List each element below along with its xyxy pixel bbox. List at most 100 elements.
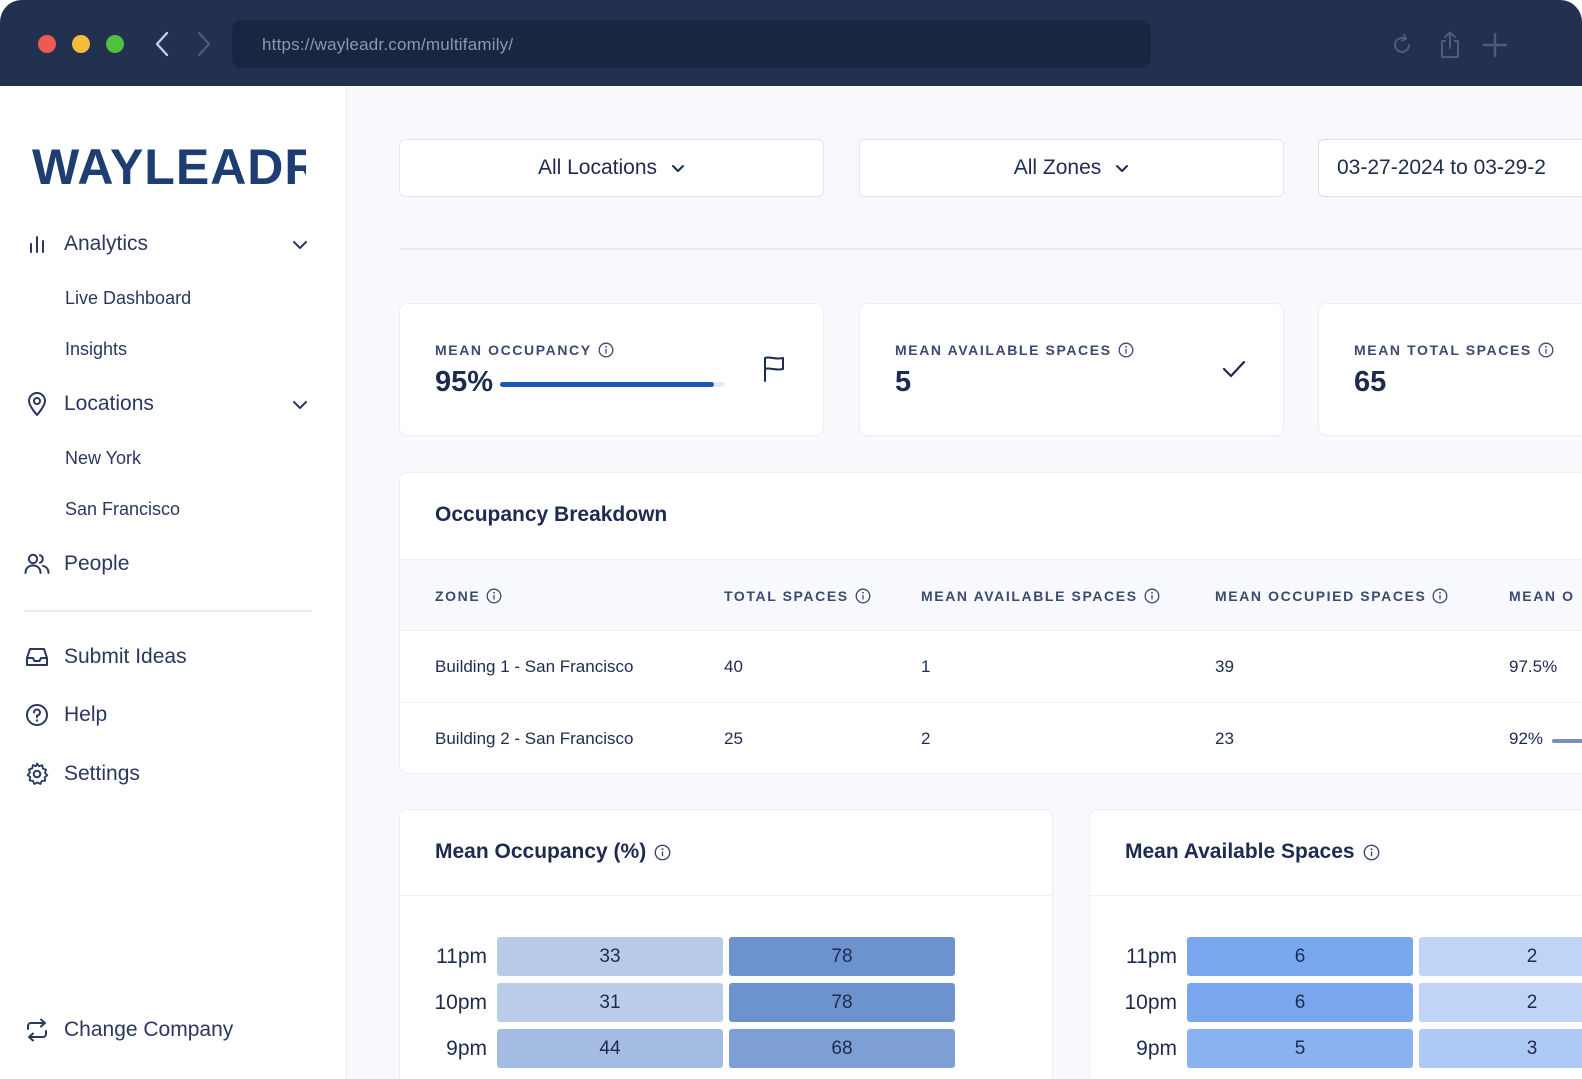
sidebar-item-change-company[interactable]: Change Company <box>24 1015 233 1045</box>
occupancy-progress-fill <box>500 382 714 387</box>
mean-occupancy-card: MEAN OCCUPANCY 95% <box>399 303 824 436</box>
minimize-window-button[interactable] <box>72 35 90 53</box>
mean-occupancy-chart-card: Mean Occupancy (%) 11pm 33 78 10pm 31 78 9pm 44… <box>399 809 1053 1079</box>
mean-available-spaces-chart-card: Mean Available Spaces 11pm 6 2 10pm 6 2 9pm 5 3 <box>1089 809 1582 1079</box>
sidebar-item-new-york[interactable]: New York <box>65 448 142 468</box>
info-icon[interactable] <box>654 844 671 861</box>
available-heatmap-cell[interactable]: 6 <box>1187 937 1413 976</box>
back-icon[interactable] <box>148 28 176 60</box>
column-header-label: TOTAL SPACES <box>724 588 849 604</box>
sidebar-item-label: Locations <box>64 392 154 415</box>
heatmap-row: 10pm 31 78 <box>400 983 1052 1023</box>
sidebar-item-label: Submit Ideas <box>64 645 187 668</box>
info-icon[interactable] <box>486 588 502 604</box>
close-window-button[interactable] <box>38 35 56 53</box>
occupancy-progress-bar <box>500 382 725 387</box>
sidebar-item-label: Settings <box>64 762 140 785</box>
info-icon[interactable] <box>1538 342 1554 358</box>
heatmap-row: 10pm 6 2 <box>1090 983 1582 1023</box>
table-cell-occupancy: 92% <box>1509 729 1544 748</box>
table-row[interactable]: Building 1 - San Francisco 40 1 39 97.5% <box>400 631 1582 703</box>
occupancy-heatmap-cell[interactable]: 31 <box>497 983 723 1022</box>
heatmap-row-label: 11pm <box>436 945 487 968</box>
zone-filter-dropdown[interactable]: All Zones <box>859 139 1284 197</box>
main-content: All Locations All Zones 03-27-2024 to 03… <box>347 86 1582 1079</box>
info-icon[interactable] <box>1144 588 1160 604</box>
info-icon[interactable] <box>598 342 614 358</box>
sidebar-item-analytics[interactable]: Analytics <box>24 229 148 259</box>
sidebar-item-people[interactable]: People <box>24 549 129 579</box>
zone-filter-value: All Zones <box>1013 156 1102 179</box>
share-icon[interactable] <box>1436 30 1464 60</box>
available-heatmap-cell[interactable]: 2 <box>1419 983 1582 1022</box>
table-cell-available: 1 <box>921 657 931 676</box>
column-header-total-spaces[interactable]: TOTAL SPACES <box>724 588 871 604</box>
location-filter-dropdown[interactable]: All Locations <box>399 139 824 197</box>
table-cell-available: 2 <box>921 729 931 748</box>
kpi-value: 65 <box>1354 366 1387 398</box>
kpi-title-text: MEAN AVAILABLE SPACES <box>895 342 1112 358</box>
mean-total-spaces-card: MEAN TOTAL SPACES 65 <box>1318 303 1582 436</box>
chevron-down-icon[interactable] <box>290 395 310 415</box>
filter-divider <box>399 248 1582 250</box>
sidebar-item-submit-ideas[interactable]: Submit Ideas <box>24 642 187 672</box>
sidebar-item-locations[interactable]: Locations <box>24 389 154 419</box>
column-header-mean-occupied[interactable]: MEAN OCCUPIED SPACES <box>1215 588 1448 604</box>
switch-icon <box>24 1017 50 1043</box>
card-title-text: Mean Occupancy (%) <box>435 840 647 863</box>
info-icon[interactable] <box>1432 588 1448 604</box>
info-icon[interactable] <box>1363 844 1380 861</box>
occupancy-breakdown-card: Occupancy Breakdown ZONE TOTAL SPACES ME… <box>399 472 1582 774</box>
card-title: Mean Available Spaces <box>1125 840 1380 864</box>
occupancy-mini-bar <box>1552 739 1582 743</box>
column-header-zone[interactable]: ZONE <box>435 588 502 604</box>
table-row[interactable]: Building 2 - San Francisco 25 2 23 92% <box>400 703 1582 773</box>
new-tab-icon[interactable] <box>1481 30 1509 60</box>
kpi-value: 95% <box>435 366 494 398</box>
sidebar-item-label: Analytics <box>64 232 149 255</box>
available-heatmap-cell[interactable]: 3 <box>1419 1029 1582 1068</box>
kpi-value: 5 <box>895 366 912 398</box>
sidebar-item-insights[interactable]: Insights <box>65 339 128 359</box>
forward-icon[interactable] <box>190 28 218 60</box>
reload-icon[interactable] <box>1388 30 1416 60</box>
available-heatmap-cell[interactable]: 6 <box>1187 983 1413 1022</box>
heatmap-row-label: 10pm <box>434 991 487 1014</box>
browser-toolbar: https://wayleadr.com/multifamily/ <box>0 0 1582 86</box>
sidebar-item-settings[interactable]: Settings <box>24 759 140 789</box>
available-heatmap-cell[interactable]: 2 <box>1419 937 1582 976</box>
heatmap-row-label: 9pm <box>446 1037 487 1060</box>
occupancy-heatmap-cell[interactable]: 78 <box>729 937 955 976</box>
kpi-title: MEAN OCCUPANCY <box>435 342 614 358</box>
sidebar-item-live-dashboard[interactable]: Live Dashboard <box>65 288 192 308</box>
info-icon[interactable] <box>855 588 871 604</box>
chevron-down-icon <box>671 164 685 173</box>
maximize-window-button[interactable] <box>106 35 124 53</box>
table-cell-zone: Building 1 - San Francisco <box>435 657 634 676</box>
available-heatmap-cell[interactable]: 5 <box>1187 1029 1413 1068</box>
occupancy-heatmap-cell[interactable]: 78 <box>729 983 955 1022</box>
sidebar-item-help[interactable]: Help <box>24 700 107 730</box>
column-header-mean-available[interactable]: MEAN AVAILABLE SPACES <box>921 588 1160 604</box>
column-header-mean-occupancy[interactable]: MEAN O <box>1509 588 1575 604</box>
table-cell-total: 25 <box>724 729 743 748</box>
table-cell-occupancy: 97.5% <box>1509 657 1558 676</box>
table-cell-total: 40 <box>724 657 743 676</box>
heatmap-row: 9pm 44 68 <box>400 1029 1052 1069</box>
flag-icon <box>760 354 788 384</box>
occupancy-heatmap-cell[interactable]: 44 <box>497 1029 723 1068</box>
address-bar[interactable]: https://wayleadr.com/multifamily/ <box>232 20 1151 68</box>
info-icon[interactable] <box>1118 342 1134 358</box>
table-header: ZONE TOTAL SPACES MEAN AVAILABLE SPACES … <box>400 559 1582 631</box>
card-title: Mean Occupancy (%) <box>435 840 671 864</box>
wayleadr-logo[interactable]: WAYLEADR <box>32 138 321 195</box>
column-header-label: MEAN O <box>1509 588 1575 604</box>
occupancy-heatmap-cell[interactable]: 68 <box>729 1029 955 1068</box>
chevron-down-icon <box>1115 164 1129 173</box>
chevron-down-icon[interactable] <box>290 235 310 255</box>
date-range-picker[interactable]: 03-27-2024 to 03-29-2 <box>1318 139 1582 197</box>
column-header-label: MEAN AVAILABLE SPACES <box>921 588 1138 604</box>
sidebar-item-san-francisco[interactable]: San Francisco <box>65 499 181 519</box>
occupancy-heatmap-cell[interactable]: 33 <box>497 937 723 976</box>
